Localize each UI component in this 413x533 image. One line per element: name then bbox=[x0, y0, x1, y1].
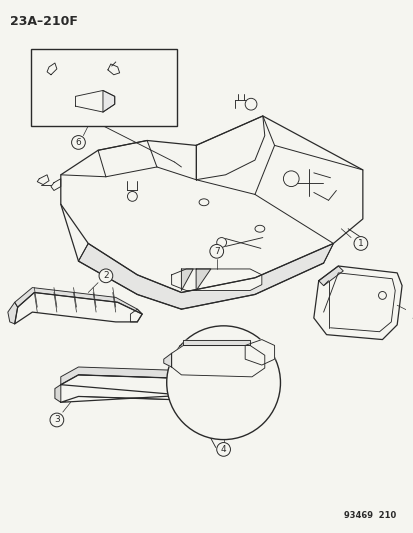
Ellipse shape bbox=[199, 199, 209, 206]
Text: 6: 6 bbox=[76, 138, 81, 147]
Circle shape bbox=[50, 413, 64, 427]
Polygon shape bbox=[61, 367, 266, 391]
Polygon shape bbox=[103, 91, 114, 112]
Circle shape bbox=[166, 326, 280, 440]
Polygon shape bbox=[181, 269, 193, 290]
Bar bbox=[31, 49, 176, 126]
Polygon shape bbox=[15, 288, 142, 314]
Polygon shape bbox=[164, 353, 171, 367]
Ellipse shape bbox=[254, 225, 264, 232]
Text: 93469  210: 93469 210 bbox=[343, 511, 395, 520]
Circle shape bbox=[353, 237, 367, 251]
Polygon shape bbox=[61, 116, 362, 293]
Text: 4: 4 bbox=[220, 445, 226, 454]
Text: 2: 2 bbox=[103, 271, 109, 280]
Polygon shape bbox=[196, 269, 210, 290]
Text: 7: 7 bbox=[214, 247, 219, 256]
Text: 5: 5 bbox=[410, 311, 413, 320]
Text: 3: 3 bbox=[54, 416, 59, 424]
Circle shape bbox=[209, 245, 223, 258]
Circle shape bbox=[71, 135, 85, 149]
Polygon shape bbox=[171, 269, 261, 290]
Polygon shape bbox=[15, 293, 142, 324]
Polygon shape bbox=[78, 244, 332, 309]
Polygon shape bbox=[171, 345, 264, 377]
Polygon shape bbox=[61, 375, 266, 402]
Circle shape bbox=[377, 292, 385, 300]
Circle shape bbox=[127, 191, 137, 201]
Text: 23A–210F: 23A–210F bbox=[10, 15, 78, 28]
Circle shape bbox=[99, 269, 112, 282]
Polygon shape bbox=[55, 385, 61, 402]
Polygon shape bbox=[8, 302, 18, 324]
Text: 1: 1 bbox=[357, 239, 363, 248]
Polygon shape bbox=[75, 91, 114, 112]
Circle shape bbox=[216, 442, 230, 456]
Circle shape bbox=[283, 171, 298, 187]
Polygon shape bbox=[318, 266, 342, 286]
Polygon shape bbox=[266, 391, 272, 402]
Circle shape bbox=[406, 309, 413, 323]
Polygon shape bbox=[313, 266, 401, 340]
Polygon shape bbox=[183, 340, 249, 345]
Polygon shape bbox=[244, 340, 274, 365]
Circle shape bbox=[216, 238, 226, 247]
Circle shape bbox=[244, 98, 256, 110]
Polygon shape bbox=[51, 179, 61, 190]
